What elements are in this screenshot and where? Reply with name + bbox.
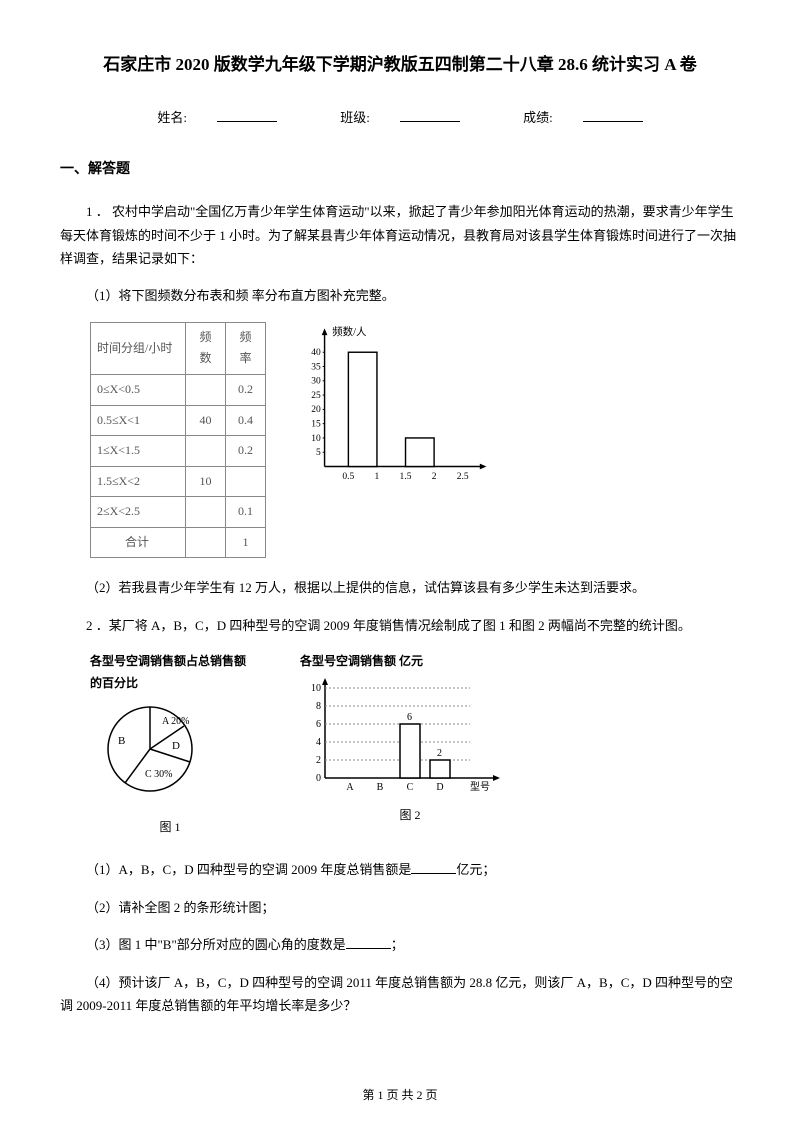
svg-text:40: 40 [311,348,321,358]
name-label: 姓名: [157,110,187,125]
score-label: 成绩: [523,110,553,125]
svg-text:1: 1 [375,472,380,482]
histogram-chart: 频数/人 5 10 15 20 25 30 35 40 0.5 1 1.5 2 … [296,322,496,492]
svg-text:4: 4 [316,737,321,748]
svg-text:B: B [118,735,125,747]
q1-figures: 时间分组/小时 频数 频率 0≤X<0.50.2 0.5≤X<1400.4 1≤… [90,322,740,559]
q2-sub2: （2）请补全图 2 的条形统计图； [60,896,740,919]
q1-sub2: （2）若我县青少年学生有 12 万人，根据以上提供的信息，试估算该县有多少学生未… [60,576,740,599]
section-title: 一、解答题 [60,157,740,182]
svg-text:1.5: 1.5 [400,472,412,482]
svg-text:6: 6 [316,719,321,730]
frequency-table: 时间分组/小时 频数 频率 0≤X<0.50.2 0.5≤X<1400.4 1≤… [90,322,266,559]
pie-title: 各型号空调销售额占总销售额的百分比 [90,651,250,694]
svg-text:15: 15 [311,419,321,429]
pie-caption: 图 1 [90,817,250,839]
pie-chart: A 20% B C 30% D [90,699,220,809]
bar-title: 各型号空调销售额 亿元 [300,651,520,673]
q1-text: 1 ． 农村中学启动"全国亿万青少年学生体育运动"以来，掀起了青少年参加阳光体育… [60,200,740,270]
svg-text:0: 0 [316,773,321,784]
page-title: 石家庄市 2020 版数学九年级下学期沪教版五四制第二十八章 28.6 统计实习… [60,50,740,81]
svg-text:10: 10 [311,434,321,444]
svg-text:2: 2 [437,748,442,759]
svg-text:35: 35 [311,362,321,372]
svg-text:25: 25 [311,391,321,401]
th-freq: 频数 [186,322,226,374]
q2-text: 2 ．某厂将 A，B，C，D 四种型号的空调 2009 年度销售情况绘制成了图 … [60,614,740,637]
svg-text:A: A [346,782,354,793]
svg-text:8: 8 [316,701,321,712]
bar-caption: 图 2 [300,805,520,827]
svg-text:D: D [436,782,443,793]
q2-sub3: （3）图 1 中"B"部分所对应的圆心角的度数是； [60,933,740,956]
svg-text:2: 2 [316,755,321,766]
svg-text:5: 5 [316,448,321,458]
svg-text:20: 20 [311,405,321,415]
th-time: 时间分组/小时 [91,322,186,374]
svg-text:0.5: 0.5 [342,472,354,482]
q2-sub4: （4）预计该厂 A，B，C，D 四种型号的空调 2011 年度总销售额为 28.… [60,971,740,1018]
svg-text:B: B [377,782,384,793]
svg-text:2.5: 2.5 [457,472,469,482]
class-label: 班级: [340,110,370,125]
svg-text:型号: 型号 [470,780,490,793]
bar-chart: 0 2 4 6 8 10 6 2 A B C D 型号 [300,678,510,798]
svg-text:频数/人: 频数/人 [332,325,367,338]
q1-sub1: （1）将下图频数分布表和频 率分布直方图补充完整。 [60,284,740,307]
th-rate: 频率 [226,322,266,374]
svg-text:C 30%: C 30% [145,769,173,780]
svg-text:2: 2 [432,472,437,482]
svg-text:10: 10 [311,683,321,694]
svg-text:30: 30 [311,376,321,386]
q2-sub1: （1）A，B，C，D 四种型号的空调 2009 年度总销售额是亿元； [60,858,740,881]
svg-text:A 20%: A 20% [162,716,190,727]
page-footer: 第 1 页 共 2 页 [0,1085,800,1107]
q2-figures: 各型号空调销售额占总销售额的百分比 A 20% B C 30% D 图 1 各型… [90,651,740,838]
svg-text:C: C [407,782,414,793]
svg-text:6: 6 [407,712,412,723]
svg-text:D: D [172,740,180,752]
info-line: 姓名: 班级: 成绩: [60,106,740,129]
